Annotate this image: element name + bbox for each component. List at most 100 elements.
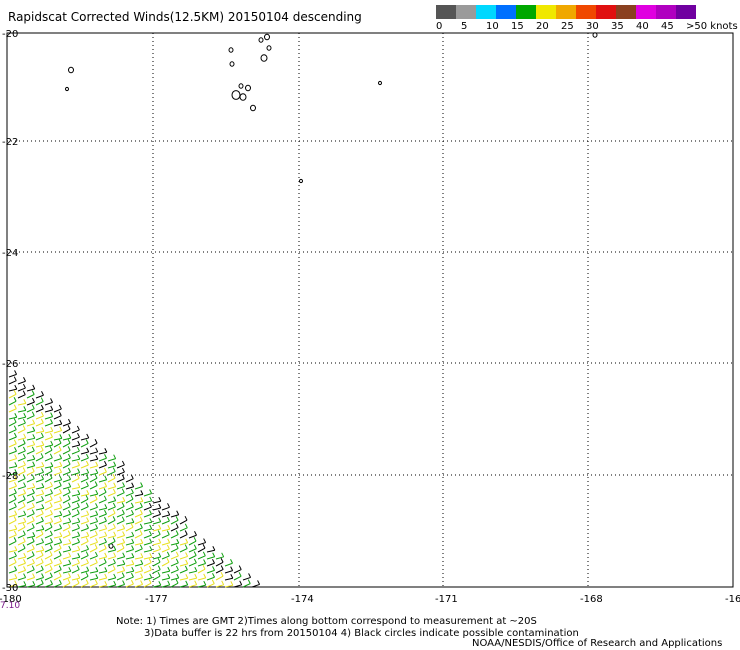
map-grid	[6, 32, 734, 588]
wind-barb-flag	[131, 531, 135, 537]
wind-barb-flag	[59, 524, 63, 529]
wind-barb-shaft	[98, 457, 107, 462]
wind-barb-shaft	[8, 465, 17, 469]
wind-barb-shaft	[80, 478, 89, 483]
wind-barb-shaft	[8, 514, 17, 518]
legend-label: 30	[586, 21, 599, 32]
wind-barb-shaft	[44, 422, 53, 427]
wind-barb-flag	[67, 460, 71, 465]
wind-barb-flag	[121, 516, 125, 521]
island-outline	[266, 45, 272, 51]
wind-barb-flag	[175, 558, 179, 564]
wind-barb-flag	[13, 376, 17, 381]
wind-barb-flag	[121, 502, 125, 507]
wind-barb-shaft	[116, 506, 125, 511]
wind-barb-shaft	[8, 519, 17, 525]
wind-barb-flag	[94, 530, 98, 536]
wind-barb-flag	[203, 559, 207, 564]
wind-barb-shaft	[71, 577, 80, 581]
wind-barb-flag	[41, 573, 45, 578]
wind-barb-shaft	[17, 526, 26, 532]
wind-barb-flag	[31, 404, 35, 409]
wind-barb-shaft	[179, 534, 188, 539]
wind-barb-flag	[49, 481, 53, 487]
wind-barb-flag	[113, 531, 117, 537]
wind-barb-flag	[41, 545, 45, 551]
wind-barb-shaft	[80, 583, 89, 588]
wind-barb-shaft	[89, 541, 98, 546]
wind-barb-shaft	[161, 514, 170, 518]
map-frame	[6, 32, 734, 588]
wind-barb-flag	[104, 475, 108, 481]
wind-barb-shaft	[53, 500, 62, 504]
wind-barb-shaft	[89, 555, 98, 560]
wind-barb-flag	[104, 516, 107, 522]
wind-barb-shaft	[170, 534, 179, 539]
lon-tick-label: -177	[145, 594, 168, 605]
wind-barb-flag	[212, 566, 215, 571]
wind-barb-shaft	[170, 577, 179, 581]
wind-barb-flag	[50, 509, 53, 515]
wind-barb-shaft	[197, 547, 206, 553]
legend-label: 10	[486, 21, 499, 32]
wind-barb-flag	[23, 482, 27, 487]
wind-barb-flag	[86, 453, 89, 459]
wind-barb-flag	[122, 496, 126, 502]
wind-barb-shaft	[8, 498, 17, 504]
wind-barb-shaft	[170, 519, 179, 525]
wind-barb-flag	[122, 552, 126, 558]
chart-title: Rapidscat Corrected Winds(12.5KM) 201501…	[8, 10, 362, 24]
wind-barb-shaft	[71, 582, 80, 588]
wind-barb-flag	[50, 580, 53, 585]
wind-barb-flag	[103, 488, 107, 493]
wind-barb-shaft	[134, 556, 143, 560]
wind-barb-shaft	[17, 450, 26, 455]
wind-barb-shaft	[143, 506, 152, 511]
wind-barb-shaft	[80, 535, 89, 539]
wind-barb-shaft	[98, 541, 107, 546]
wind-barb-flag	[32, 573, 36, 578]
wind-barb-flag	[40, 509, 44, 514]
wind-barb-shaft	[62, 582, 71, 588]
wind-barb-flag	[59, 496, 63, 501]
wind-barb-flag	[41, 427, 45, 432]
wind-barb-shaft	[26, 444, 35, 448]
wind-barb-shaft	[152, 534, 161, 539]
wind-barb-shaft	[26, 562, 35, 567]
wind-barb-flag	[23, 510, 27, 516]
wind-barb-flag	[59, 419, 63, 425]
wind-barb-shaft	[44, 409, 53, 413]
wind-barb-shaft	[188, 570, 197, 574]
wind-barb-flag	[112, 516, 116, 521]
wind-barb-flag	[32, 397, 35, 403]
wind-barb-flag	[40, 446, 44, 451]
legend-swatch	[636, 5, 656, 19]
wind-barb-flag	[149, 538, 153, 543]
wind-barb-shaft	[170, 555, 179, 560]
wind-barb-shaft	[98, 513, 107, 518]
wind-barb-shaft	[71, 444, 80, 448]
wind-barb-shaft	[35, 583, 44, 588]
wind-barb-shaft	[161, 548, 170, 553]
wind-barb-flag	[104, 454, 107, 459]
wind-barb-flag	[49, 544, 53, 549]
wind-barb-shaft	[98, 548, 107, 553]
wind-barb-flag	[59, 510, 63, 516]
wind-barb-flag	[175, 565, 179, 571]
wind-barb-shaft	[8, 388, 17, 392]
wind-barb-flag	[112, 509, 116, 514]
wind-barb-shaft	[80, 555, 89, 560]
wind-barb-flag	[67, 446, 71, 451]
wind-barb-flag	[185, 559, 189, 565]
wind-barb-flag	[77, 523, 80, 529]
lon-tick-label: -171	[435, 594, 458, 605]
wind-barb-flag	[49, 473, 53, 479]
wind-barb-shaft	[233, 584, 242, 588]
wind-barb-flag	[50, 440, 54, 446]
wind-barb-shaft	[53, 569, 62, 574]
wind-barb-flag	[41, 538, 45, 543]
wind-barb-shaft	[125, 506, 134, 511]
wind-barb-shaft	[152, 575, 161, 581]
wind-barb-shaft	[17, 422, 26, 427]
wind-barb-flag	[59, 434, 63, 439]
